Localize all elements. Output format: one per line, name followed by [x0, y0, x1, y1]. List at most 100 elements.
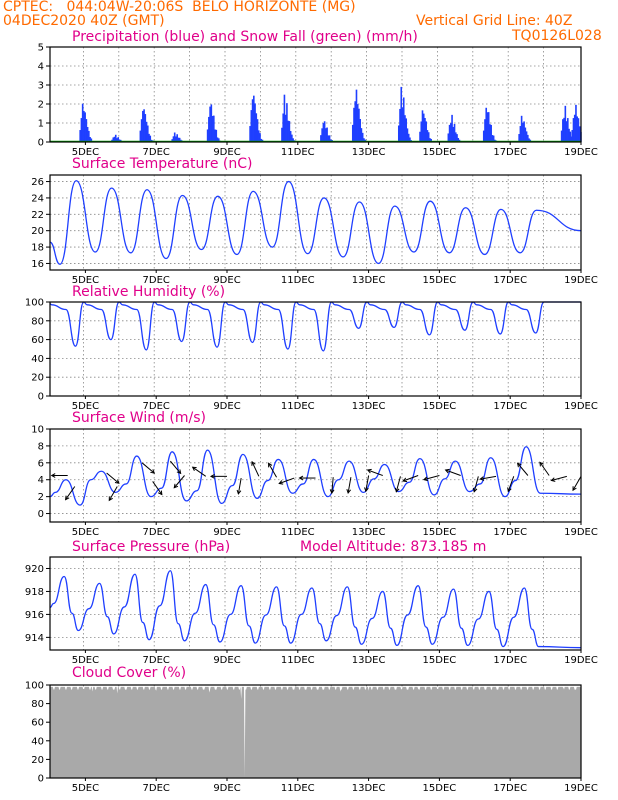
- precip-bar: [425, 121, 428, 142]
- precip-bar: [288, 121, 291, 142]
- wind-vector-head: [114, 479, 120, 484]
- wind-vector-head: [65, 495, 70, 501]
- precip-bar: [353, 107, 355, 142]
- wind-vector: [279, 477, 295, 484]
- wind-vector-head: [394, 487, 400, 493]
- precip-bar: [178, 137, 181, 142]
- cloud-ytick-label: 60: [31, 718, 44, 729]
- wind-vector-head: [472, 487, 478, 493]
- precip-bar: [328, 135, 331, 142]
- precip-bar: [520, 115, 523, 142]
- cloud-xtick-label: 9DEC: [213, 783, 240, 794]
- pres-ytick-label: 918: [25, 587, 44, 598]
- wind-vector: [65, 486, 76, 500]
- precip-bar: [430, 138, 432, 142]
- temp-title: Surface Temperature (nC): [72, 156, 253, 172]
- precip-bar: [259, 133, 261, 142]
- precip-bar: [142, 110, 144, 142]
- rh-panel: [46, 301, 582, 399]
- wind-vector: [268, 463, 277, 478]
- precip-bar: [355, 89, 358, 142]
- precip-xtick-label: 7DEC: [143, 147, 170, 158]
- precip-bar: [400, 86, 403, 142]
- precip-bar: [116, 138, 118, 142]
- precip-bar: [84, 112, 86, 142]
- precip-bar: [249, 126, 251, 142]
- pres-ytick-label: 916: [25, 610, 44, 621]
- precip-bar: [323, 121, 326, 142]
- precip-ytick-label: 4: [38, 62, 44, 73]
- precip-bar: [176, 134, 178, 142]
- cloud-title: Cloud Cover (%): [72, 665, 187, 681]
- wind-vector: [331, 477, 334, 494]
- precip-bar: [256, 119, 259, 142]
- pres-xtick-label: 15DEC: [423, 655, 457, 666]
- wind-vector-head: [173, 483, 179, 489]
- precip-bar: [140, 119, 143, 142]
- rh-ytick-label: 60: [31, 335, 44, 346]
- wind-panel: [46, 428, 582, 525]
- cloud-xtick-label: 15DEC: [423, 783, 457, 794]
- precip-bar: [485, 107, 488, 142]
- wind-vector: [539, 462, 550, 476]
- precip-bar: [424, 118, 426, 142]
- cloud-cover-area: [50, 686, 581, 778]
- precip-bar: [452, 126, 455, 142]
- wind-xtick-label: 9DEC: [213, 527, 240, 538]
- pres-panel: [46, 556, 582, 653]
- precip-bar: [210, 104, 213, 142]
- wind-xtick-label: 19DEC: [564, 527, 598, 538]
- precip-bar: [572, 118, 575, 142]
- precip-bar: [491, 135, 494, 142]
- wind-vector-head: [158, 490, 163, 496]
- precip-bar: [522, 122, 524, 142]
- precip-bar: [330, 139, 332, 142]
- precip-bar: [356, 104, 359, 142]
- cloud-ytick-label: 40: [31, 736, 44, 747]
- rh-title: Relative Humidity (%): [72, 284, 226, 300]
- wind-series-line: [49, 446, 582, 506]
- temp-xtick-label: 13DEC: [352, 275, 386, 286]
- wind-vector-head: [550, 477, 556, 482]
- precip-bar: [402, 97, 405, 142]
- precip-xtick-label: 17DEC: [493, 147, 527, 158]
- temp-xtick-label: 11DEC: [281, 275, 315, 286]
- precip-bar: [429, 138, 431, 142]
- precip-ytick-label: 3: [38, 81, 44, 92]
- rh-ytick-label: 80: [31, 316, 44, 327]
- precip-bar: [89, 137, 91, 142]
- wind-vector-head: [50, 473, 56, 478]
- precip-bar: [211, 115, 214, 142]
- header-location: CPTEC: 044:04W-20:06S BELO HORIZONTE (MG…: [3, 0, 356, 15]
- precip-panel: [46, 46, 582, 145]
- precip-bar: [454, 132, 457, 142]
- wind-vector: [169, 460, 182, 474]
- header-model-code: TQ0126L028: [512, 28, 602, 44]
- rh-ytick-label: 20: [31, 373, 44, 384]
- wind-vector: [173, 475, 185, 489]
- wind-vector-head: [209, 473, 215, 479]
- precip-bar: [490, 124, 492, 142]
- precip-bar: [576, 116, 578, 142]
- precip-xtick-label: 5DEC: [72, 147, 99, 158]
- wind-vector: [141, 462, 155, 474]
- pres-ytick-label: 914: [25, 633, 44, 644]
- precip-bar: [257, 130, 260, 142]
- pres-xtick-label: 7DEC: [143, 655, 170, 666]
- wind-ytick-label: 10: [31, 425, 44, 436]
- rh-xtick-label: 17DEC: [493, 401, 527, 412]
- precip-xtick-label: 9DEC: [213, 147, 240, 158]
- cloud-ytick-label: 80: [31, 699, 44, 710]
- wind-vector-head: [268, 462, 273, 468]
- temp-xtick-label: 9DEC: [213, 275, 240, 286]
- precip-bar: [523, 121, 525, 142]
- wind-vector-head: [150, 469, 156, 474]
- temp-ytick-label: 16: [31, 259, 44, 270]
- wind-vector: [572, 476, 582, 491]
- precip-bar: [421, 110, 424, 142]
- cloud-xtick-label: 11DEC: [281, 783, 315, 794]
- temp-frame: [49, 174, 582, 271]
- precip-bar: [83, 110, 85, 142]
- precip-bar: [361, 132, 364, 142]
- wind-vector-head: [251, 460, 256, 466]
